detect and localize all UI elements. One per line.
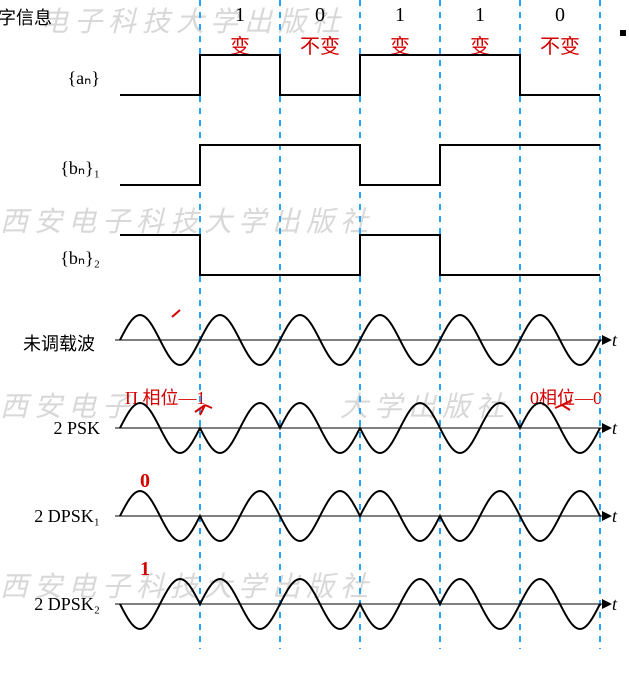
arrow-icon — [602, 335, 612, 345]
arrow-icon — [602, 511, 612, 521]
digital-signal — [120, 55, 600, 95]
annot-tick-icon — [172, 310, 180, 317]
dot-icon — [620, 30, 626, 36]
signal-diagram — [0, 0, 629, 689]
annot-arrow-icon — [555, 400, 572, 410]
annot-arrow-icon — [195, 405, 212, 415]
digital-signal — [120, 235, 600, 275]
arrow-icon — [602, 423, 612, 433]
digital-signal — [120, 145, 600, 185]
arrow-icon — [602, 599, 612, 609]
